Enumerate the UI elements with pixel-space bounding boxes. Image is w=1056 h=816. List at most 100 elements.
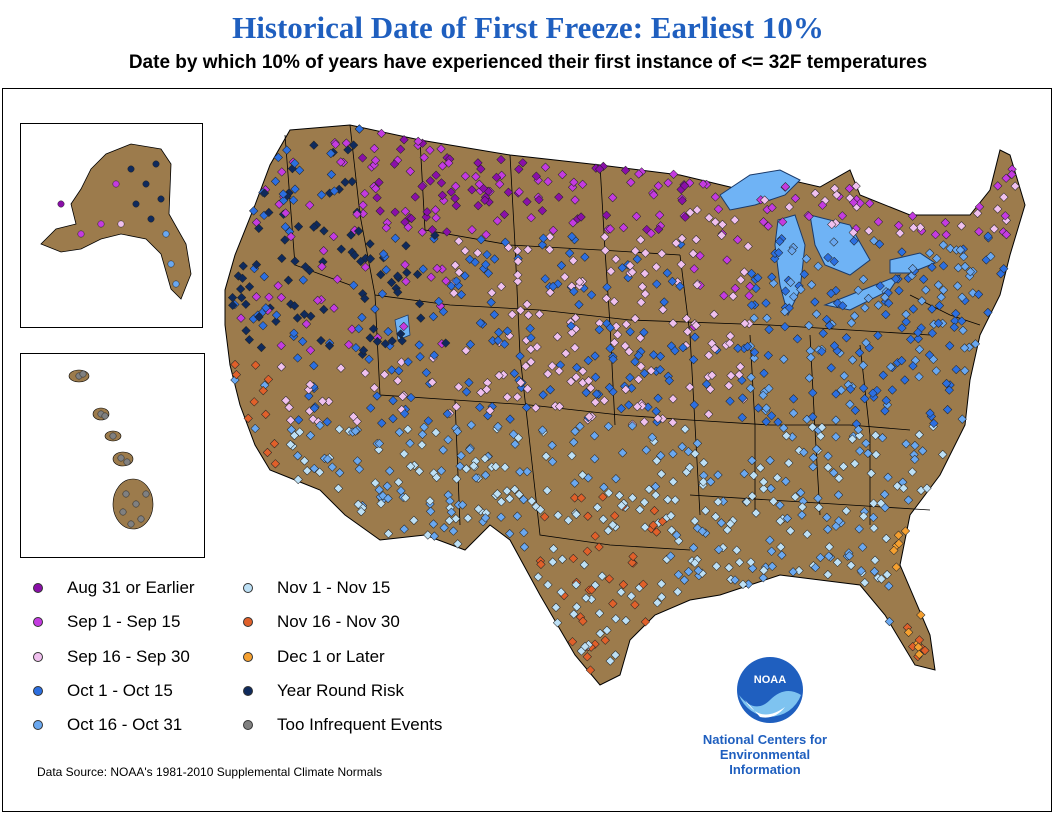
station-marker	[281, 395, 291, 406]
station-marker	[894, 286, 904, 296]
station-marker	[765, 455, 775, 466]
station-marker	[796, 488, 806, 498]
station-marker	[250, 423, 260, 434]
station-marker	[516, 378, 526, 388]
station-marker	[747, 491, 757, 501]
station-marker	[914, 344, 925, 354]
station-marker	[824, 551, 834, 561]
station-marker	[758, 390, 768, 400]
station-marker	[236, 284, 246, 294]
station-marker	[823, 570, 833, 580]
station-marker	[398, 391, 408, 402]
station-marker	[598, 492, 608, 502]
station-marker	[402, 267, 412, 278]
station-marker	[505, 529, 515, 539]
station-marker	[572, 602, 582, 612]
station-marker	[901, 309, 911, 320]
station-marker	[400, 260, 410, 270]
station-marker	[671, 238, 681, 248]
station-marker	[531, 171, 541, 181]
station-marker	[779, 354, 789, 364]
station-marker	[897, 356, 907, 366]
station-marker	[276, 292, 286, 303]
station-marker	[380, 339, 390, 349]
station-marker	[599, 396, 609, 406]
station-marker	[228, 300, 238, 310]
station-marker	[292, 313, 303, 323]
station-marker	[441, 276, 451, 286]
station-marker	[691, 235, 701, 245]
station-marker	[230, 359, 240, 370]
station-marker	[781, 476, 791, 486]
station-marker	[329, 186, 339, 196]
station-marker	[860, 578, 870, 588]
station-marker	[514, 164, 524, 174]
station-marker	[880, 292, 890, 302]
station-marker	[627, 558, 637, 568]
station-marker	[496, 154, 506, 165]
station-marker	[938, 240, 948, 250]
station-marker	[608, 354, 618, 364]
station-marker	[251, 259, 262, 270]
station-marker	[817, 346, 827, 357]
station-markers	[227, 124, 1020, 675]
station-marker	[894, 538, 904, 549]
station-marker	[805, 346, 815, 356]
station-marker	[614, 490, 625, 501]
station-marker	[688, 355, 699, 365]
ncei-label: National Centers for Environmental Infor…	[690, 732, 840, 777]
station-marker	[419, 422, 429, 432]
station-marker	[913, 642, 923, 652]
station-marker	[666, 511, 676, 521]
station-marker	[554, 401, 565, 412]
station-marker	[127, 520, 135, 528]
station-marker	[77, 230, 85, 238]
station-marker	[784, 202, 794, 212]
legend-swatch	[33, 652, 43, 662]
station-marker	[388, 414, 398, 424]
station-marker	[540, 162, 551, 172]
station-marker	[627, 493, 638, 503]
station-marker	[557, 170, 567, 180]
station-marker	[826, 363, 836, 373]
station-marker	[538, 233, 549, 243]
station-marker	[606, 266, 616, 276]
station-marker	[668, 394, 678, 404]
station-marker	[545, 232, 555, 242]
station-marker	[704, 213, 714, 223]
station-marker	[281, 208, 291, 218]
station-marker	[860, 394, 870, 404]
station-marker	[699, 470, 709, 481]
station-marker	[713, 470, 723, 480]
station-marker	[441, 338, 451, 348]
station-marker	[640, 268, 650, 279]
station-marker	[838, 461, 849, 472]
station-marker	[823, 524, 833, 534]
station-marker	[522, 197, 532, 207]
station-marker	[372, 193, 382, 203]
station-marker	[605, 224, 615, 234]
station-marker	[850, 405, 860, 415]
station-marker	[610, 650, 621, 660]
station-marker	[465, 444, 475, 455]
station-marker	[683, 326, 693, 337]
station-marker	[767, 561, 777, 571]
station-marker	[808, 462, 818, 472]
station-marker	[548, 281, 558, 292]
station-marker	[873, 330, 883, 341]
station-marker	[855, 198, 865, 208]
station-marker	[775, 236, 785, 247]
station-marker	[360, 188, 370, 199]
station-marker	[399, 524, 409, 534]
station-marker	[390, 233, 400, 243]
station-marker	[413, 136, 423, 146]
station-marker	[788, 394, 799, 404]
station-marker	[753, 273, 763, 283]
station-marker	[375, 206, 385, 216]
station-marker	[576, 212, 586, 222]
station-marker	[533, 572, 543, 582]
station-marker	[417, 227, 427, 237]
station-marker	[884, 616, 895, 627]
station-marker	[897, 247, 907, 257]
station-marker	[581, 388, 591, 398]
